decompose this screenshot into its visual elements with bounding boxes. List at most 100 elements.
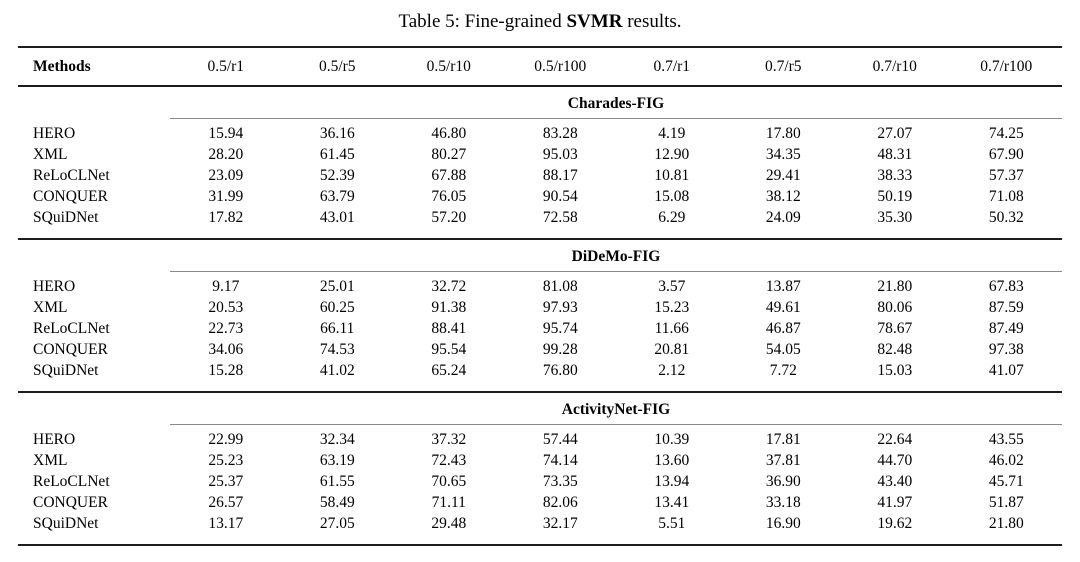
section-header: Charades-FIG (170, 86, 1062, 119)
value-cell: 34.35 (765, 146, 801, 163)
value-cell: 15.94 (208, 125, 244, 142)
value-cell: 43.40 (877, 473, 913, 490)
value-cell: 32.17 (542, 515, 578, 532)
value-cell: 37.32 (431, 431, 467, 448)
value-cell: 95.74 (542, 320, 578, 337)
value-cell: 19.62 (877, 515, 913, 532)
value-cell: 31.99 (208, 188, 244, 205)
value-cell: 50.32 (950, 207, 1062, 240)
method-cell: HERO (33, 430, 76, 448)
value-cell: 13.41 (654, 494, 690, 511)
section-row: Charades-FIG (18, 86, 1062, 119)
section-spacer-cell (18, 86, 170, 119)
value-cell: 4.19 (658, 125, 686, 142)
value-cell: 27.07 (877, 125, 913, 142)
value-cell: 43.01 (281, 207, 393, 240)
method-cell: HERO (33, 124, 76, 142)
value-cell: 22.73 (208, 320, 244, 337)
value-cell: 12.90 (654, 146, 690, 163)
value-cell: 72.58 (504, 207, 616, 240)
method-cell: HERO (33, 277, 76, 295)
value-cell: 32.72 (431, 278, 467, 295)
table-body: Charades-FIG HERO 15.94 36.16 46.80 83.28 4.19… (18, 86, 1062, 545)
section-header: DiDeMo-FIG (170, 239, 1062, 272)
value-cell: 57.37 (988, 167, 1024, 184)
value-cell: 95.54 (431, 341, 467, 358)
value-cell: 82.48 (877, 341, 913, 358)
value-cell: 17.81 (765, 431, 801, 448)
value-cell: 63.79 (319, 188, 355, 205)
value-cell: 15.23 (654, 299, 690, 316)
value-cell: 87.49 (988, 320, 1024, 337)
caption-bold-term: SVMR (566, 11, 623, 32)
value-cell: 10.81 (654, 167, 690, 184)
value-cell: 67.83 (988, 278, 1024, 295)
value-cell: 73.35 (542, 473, 578, 490)
table-head: Methods 0.5/r1 0.5/r5 0.5/r10 0.5/r100 0.7/r… (18, 47, 1062, 87)
value-cell: 25.23 (208, 452, 244, 469)
value-cell: 71.08 (988, 188, 1024, 205)
value-cell: 37.81 (765, 452, 801, 469)
value-cell: 91.38 (431, 299, 467, 316)
value-cell: 88.17 (542, 167, 578, 184)
value-cell: 5.51 (658, 515, 686, 532)
table-row: SQuiDNet 13.17 27.05 29.48 32.17 5.51 16.90 19.… (18, 513, 1062, 545)
section-row: DiDeMo-FIG (18, 239, 1062, 272)
value-cell: 13.94 (654, 473, 690, 490)
caption-suffix: results. (622, 11, 682, 32)
value-cell: 44.70 (877, 452, 913, 469)
value-cell: 45.71 (988, 473, 1024, 490)
value-cell: 57.44 (542, 431, 578, 448)
section-row: ActivityNet-FIG (18, 392, 1062, 425)
value-cell: 74.53 (319, 341, 355, 358)
caption-prefix: Table 5: Fine-grained (398, 11, 567, 32)
methods-header: Methods (18, 47, 170, 87)
value-cell: 41.02 (281, 360, 393, 393)
value-cell: 52.39 (319, 167, 355, 184)
value-cell: 90.54 (542, 188, 578, 205)
value-cell: 83.28 (542, 125, 578, 142)
column-header: 0.5/r1 (170, 47, 282, 87)
column-header: 0.7/r1 (616, 47, 728, 87)
value-cell: 88.41 (431, 320, 467, 337)
value-cell: 27.05 (319, 515, 355, 532)
value-cell: 20.81 (654, 341, 690, 358)
value-cell: 61.55 (319, 473, 355, 490)
value-cell: 9.17 (212, 278, 240, 295)
value-cell: 76.05 (431, 188, 467, 205)
value-cell: 38.33 (877, 167, 913, 184)
value-cell: 32.34 (319, 431, 355, 448)
value-cell: 46.87 (765, 320, 801, 337)
value-cell: 24.09 (727, 207, 839, 240)
value-cell: 13.17 (208, 515, 244, 532)
value-cell: 13.87 (765, 278, 801, 295)
value-cell: 80.27 (431, 146, 467, 163)
method-cell: CONQUER (33, 188, 108, 205)
section-spacer-cell (18, 392, 170, 425)
column-header: 0.7/r5 (727, 47, 839, 87)
table-row: CONQUER 31.99 63.79 76.05 90.54 15.08 38.12 50.… (18, 186, 1062, 207)
table-row: HERO 9.17 25.01 32.72 81.08 3.57 13.87 21.80 67.… (18, 272, 1062, 298)
table-row: ReLoCLNet 23.09 52.39 67.88 88.17 10.81 29.41 3… (18, 165, 1062, 186)
value-cell: 25.01 (319, 278, 355, 295)
value-cell: 35.30 (839, 207, 951, 240)
value-cell: 46.02 (988, 452, 1024, 469)
value-cell: 82.06 (542, 494, 578, 511)
value-cell: 29.41 (765, 167, 801, 184)
value-cell: 65.24 (393, 360, 505, 393)
value-cell: 28.20 (208, 146, 244, 163)
table-row: XML 20.53 60.25 91.38 97.93 15.23 49.61 80.06 87… (18, 297, 1062, 318)
value-cell: 95.03 (542, 146, 578, 163)
value-cell: 11.66 (654, 320, 689, 337)
value-cell: 50.19 (877, 188, 913, 205)
value-cell: 72.43 (431, 452, 467, 469)
value-cell: 22.99 (208, 431, 244, 448)
value-cell: 15.28 (170, 360, 282, 393)
value-cell: 41.07 (950, 360, 1062, 393)
value-cell: 67.90 (988, 146, 1024, 163)
column-header: 0.7/r10 (839, 47, 951, 87)
value-cell: 36.16 (319, 125, 355, 142)
table-row: CONQUER 26.57 58.49 71.11 82.06 13.41 33.18 41.… (18, 492, 1062, 513)
value-cell: 66.11 (320, 320, 355, 337)
